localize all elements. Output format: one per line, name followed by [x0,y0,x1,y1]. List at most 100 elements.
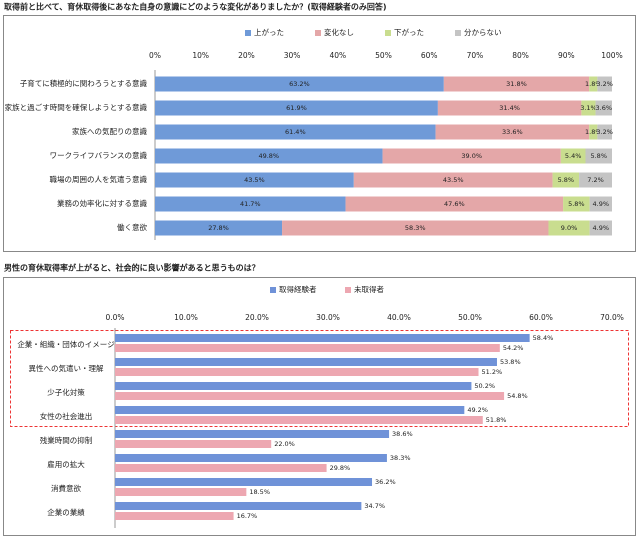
value-label: 5.4% [565,152,582,160]
x-tick-label: 70.0% [600,313,624,322]
bar [115,358,497,366]
bar-segment [589,124,598,140]
bar [115,464,327,472]
value-label: 58.4% [533,334,554,342]
bar [115,392,505,400]
category-label: 子育てに積極的に関わろうとする意識 [20,78,148,88]
legend-label: 未取得者 [354,284,384,294]
bar [115,502,362,510]
bar-segment [579,172,612,188]
bar-segment [155,148,383,164]
category-label: 企業の業績 [47,507,85,517]
x-tick-label: 0.0% [105,313,124,322]
value-label: 16.7% [237,512,258,520]
value-label: 43.5% [443,176,464,184]
legend-swatch [455,30,461,36]
value-label: 63.2% [289,80,310,88]
bar [115,382,472,390]
bar-segment [589,220,612,236]
value-label: 4.9% [593,224,610,232]
bar [115,454,387,462]
bar [115,430,390,438]
legend-swatch [315,30,321,36]
bar-segment [155,172,354,188]
legend-swatch [385,30,391,36]
value-label: 38.6% [392,430,413,438]
value-label: 1.8% [585,128,602,136]
value-label: 39.0% [461,152,482,160]
value-label: 50.2% [474,382,495,390]
value-label: 54.8% [507,392,528,400]
value-label: 29.8% [330,464,351,472]
legend-label: 取得経験者 [279,284,317,294]
value-label: 3.1% [580,104,597,112]
x-tick-label: 20% [238,51,255,60]
value-label: 18.5% [249,488,270,496]
bar-segment [563,196,590,212]
bar [115,334,530,342]
x-tick-label: 40% [329,51,346,60]
panel-frame [3,277,636,536]
value-label: 31.4% [499,104,520,112]
x-tick-label: 40.0% [387,313,411,322]
bar [115,406,465,414]
value-label: 5.8% [568,200,585,208]
legend-swatch [245,30,251,36]
legend-label: 上がった [254,27,284,37]
highlight-box [10,330,629,427]
bar-segment [597,76,612,92]
legend-swatch [270,287,276,293]
x-tick-label: 50.0% [458,313,482,322]
x-tick-label: 60% [421,51,438,60]
value-label: 33.6% [502,128,523,136]
category-label: 少子化対策 [47,387,85,397]
bar-segment [155,76,444,92]
legend-swatch [345,287,351,293]
x-tick-label: 100% [601,51,622,60]
value-label: 49.2% [467,406,488,414]
value-label: 53.8% [500,358,521,366]
value-label: 1.8% [585,80,602,88]
bar-segment [345,196,564,212]
value-label: 51.2% [482,368,503,376]
legend-label: 下がった [394,27,424,37]
bar-segment [548,220,590,236]
value-label: 49.8% [258,152,279,160]
value-label: 61.9% [286,104,307,112]
category-label: 異性への気遣い・理解 [29,363,104,373]
bar-segment [589,196,612,212]
value-label: 3.6% [596,104,613,112]
x-tick-label: 50% [375,51,392,60]
value-label: 38.3% [390,454,411,462]
value-label: 51.8% [486,416,507,424]
x-tick-label: 30.0% [316,313,340,322]
panel-frame [3,15,636,252]
x-tick-label: 20.0% [245,313,269,322]
value-label: 61.4% [285,128,306,136]
x-tick-label: 0% [149,51,161,60]
bar-segment [560,148,586,164]
category-label: ワークライフバランスの意識 [50,150,148,160]
value-label: 43.5% [244,176,265,184]
category-label: 職場の周囲の人を気遣う意識 [50,174,148,184]
category-label: 家族と過ごす時間を確保しようとする意識 [5,102,148,112]
x-tick-label: 30% [284,51,301,60]
value-label: 3.2% [596,128,613,136]
category-label: 残業時間の抑制 [40,435,93,445]
category-label: 雇用の拡大 [47,459,85,469]
value-label: 7.2% [587,176,604,184]
category-label: 家族への気配りの意識 [72,126,147,136]
x-tick-label: 80% [512,51,529,60]
bar-segment [155,220,283,236]
bar [115,440,272,448]
category-label: 消費意欲 [51,483,81,493]
bar-segment [595,100,612,116]
x-tick-label: 90% [558,51,575,60]
x-tick-label: 70% [467,51,484,60]
value-label: 27.8% [208,224,229,232]
bar-segment [585,148,612,164]
x-tick-label: 10% [192,51,209,60]
bar [115,416,483,424]
bar [115,488,247,496]
